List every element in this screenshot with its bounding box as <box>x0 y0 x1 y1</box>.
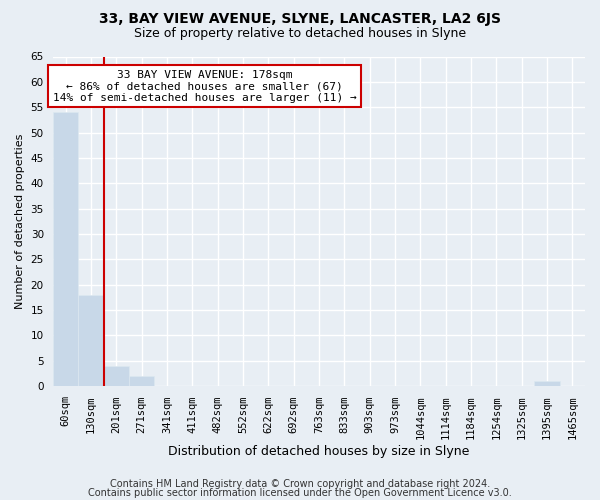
Text: Contains HM Land Registry data © Crown copyright and database right 2024.: Contains HM Land Registry data © Crown c… <box>110 479 490 489</box>
Bar <box>104 366 129 386</box>
Text: Contains public sector information licensed under the Open Government Licence v3: Contains public sector information licen… <box>88 488 512 498</box>
Y-axis label: Number of detached properties: Number of detached properties <box>15 134 25 309</box>
Text: 33, BAY VIEW AVENUE, SLYNE, LANCASTER, LA2 6JS: 33, BAY VIEW AVENUE, SLYNE, LANCASTER, L… <box>99 12 501 26</box>
Text: Size of property relative to detached houses in Slyne: Size of property relative to detached ho… <box>134 28 466 40</box>
Bar <box>78 295 104 386</box>
Bar <box>129 376 154 386</box>
X-axis label: Distribution of detached houses by size in Slyne: Distribution of detached houses by size … <box>168 444 470 458</box>
Bar <box>535 381 560 386</box>
Bar <box>53 112 78 386</box>
Text: 33 BAY VIEW AVENUE: 178sqm
← 86% of detached houses are smaller (67)
14% of semi: 33 BAY VIEW AVENUE: 178sqm ← 86% of deta… <box>53 70 356 103</box>
